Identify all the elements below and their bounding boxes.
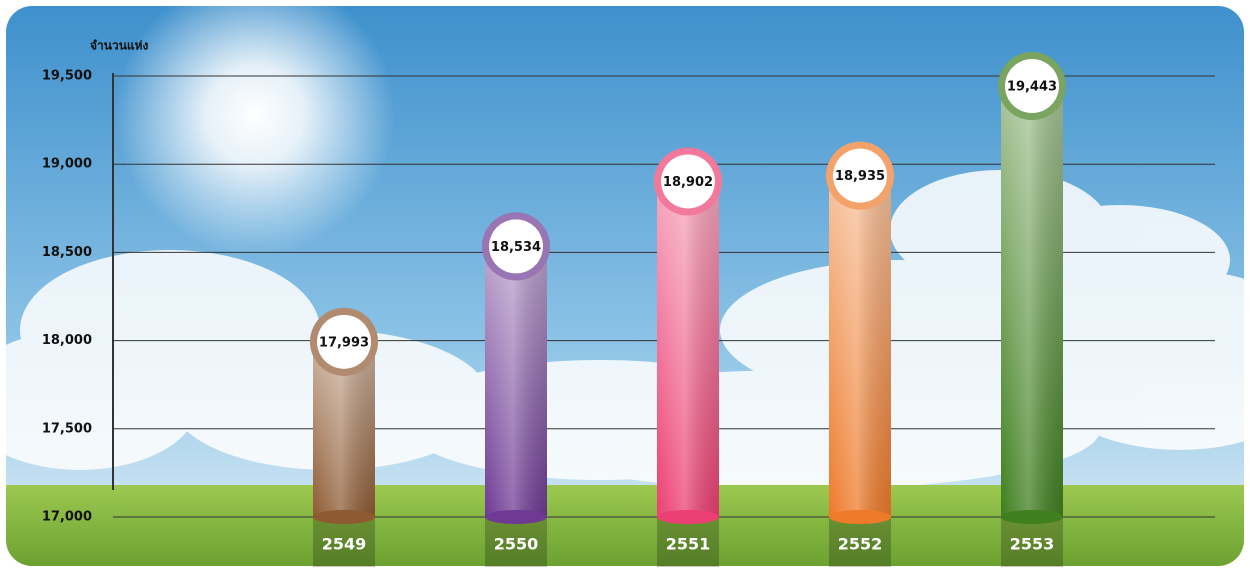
bar-base (313, 510, 375, 524)
x-tick-label: 2552 (838, 535, 883, 554)
label-shadow (313, 517, 375, 567)
label-shadow (657, 517, 719, 567)
x-tick-label: 2553 (1010, 535, 1055, 554)
label-shadow (829, 517, 891, 567)
y-tick-label: 19,000 (42, 157, 92, 172)
sun (115, 6, 395, 255)
x-tick-label: 2549 (322, 535, 367, 554)
value-disc (1005, 59, 1059, 114)
value-label: 18,935 (835, 169, 885, 184)
y-tick-label: 18,500 (42, 245, 92, 260)
y-tick-label: 18,000 (42, 333, 92, 348)
y-tick-label: 19,500 (42, 69, 92, 84)
value-label: 18,902 (663, 175, 713, 190)
value-label: 18,534 (491, 240, 541, 255)
bar-base (485, 510, 547, 524)
value-disc (661, 154, 715, 209)
y-tick-label: 17,000 (42, 510, 92, 525)
bar-gloss (829, 175, 891, 517)
x-tick-label: 2551 (666, 535, 711, 554)
bar-base (1001, 510, 1063, 524)
value-disc (833, 148, 887, 203)
value-disc (489, 219, 543, 274)
y-tick-label: 17,500 (42, 421, 92, 436)
label-shadow (1001, 517, 1063, 567)
x-tick-label: 2550 (494, 535, 539, 554)
bar-base (657, 510, 719, 524)
label-shadow (485, 517, 547, 567)
value-label: 19,443 (1007, 80, 1057, 95)
value-disc (317, 314, 371, 369)
bar-base (829, 510, 891, 524)
bar-gloss (657, 181, 719, 518)
bar-gloss (1001, 86, 1063, 517)
y-axis-label: จำนวนแห่ง (90, 39, 149, 53)
bar-gloss (485, 246, 547, 517)
value-label: 17,993 (319, 335, 369, 350)
